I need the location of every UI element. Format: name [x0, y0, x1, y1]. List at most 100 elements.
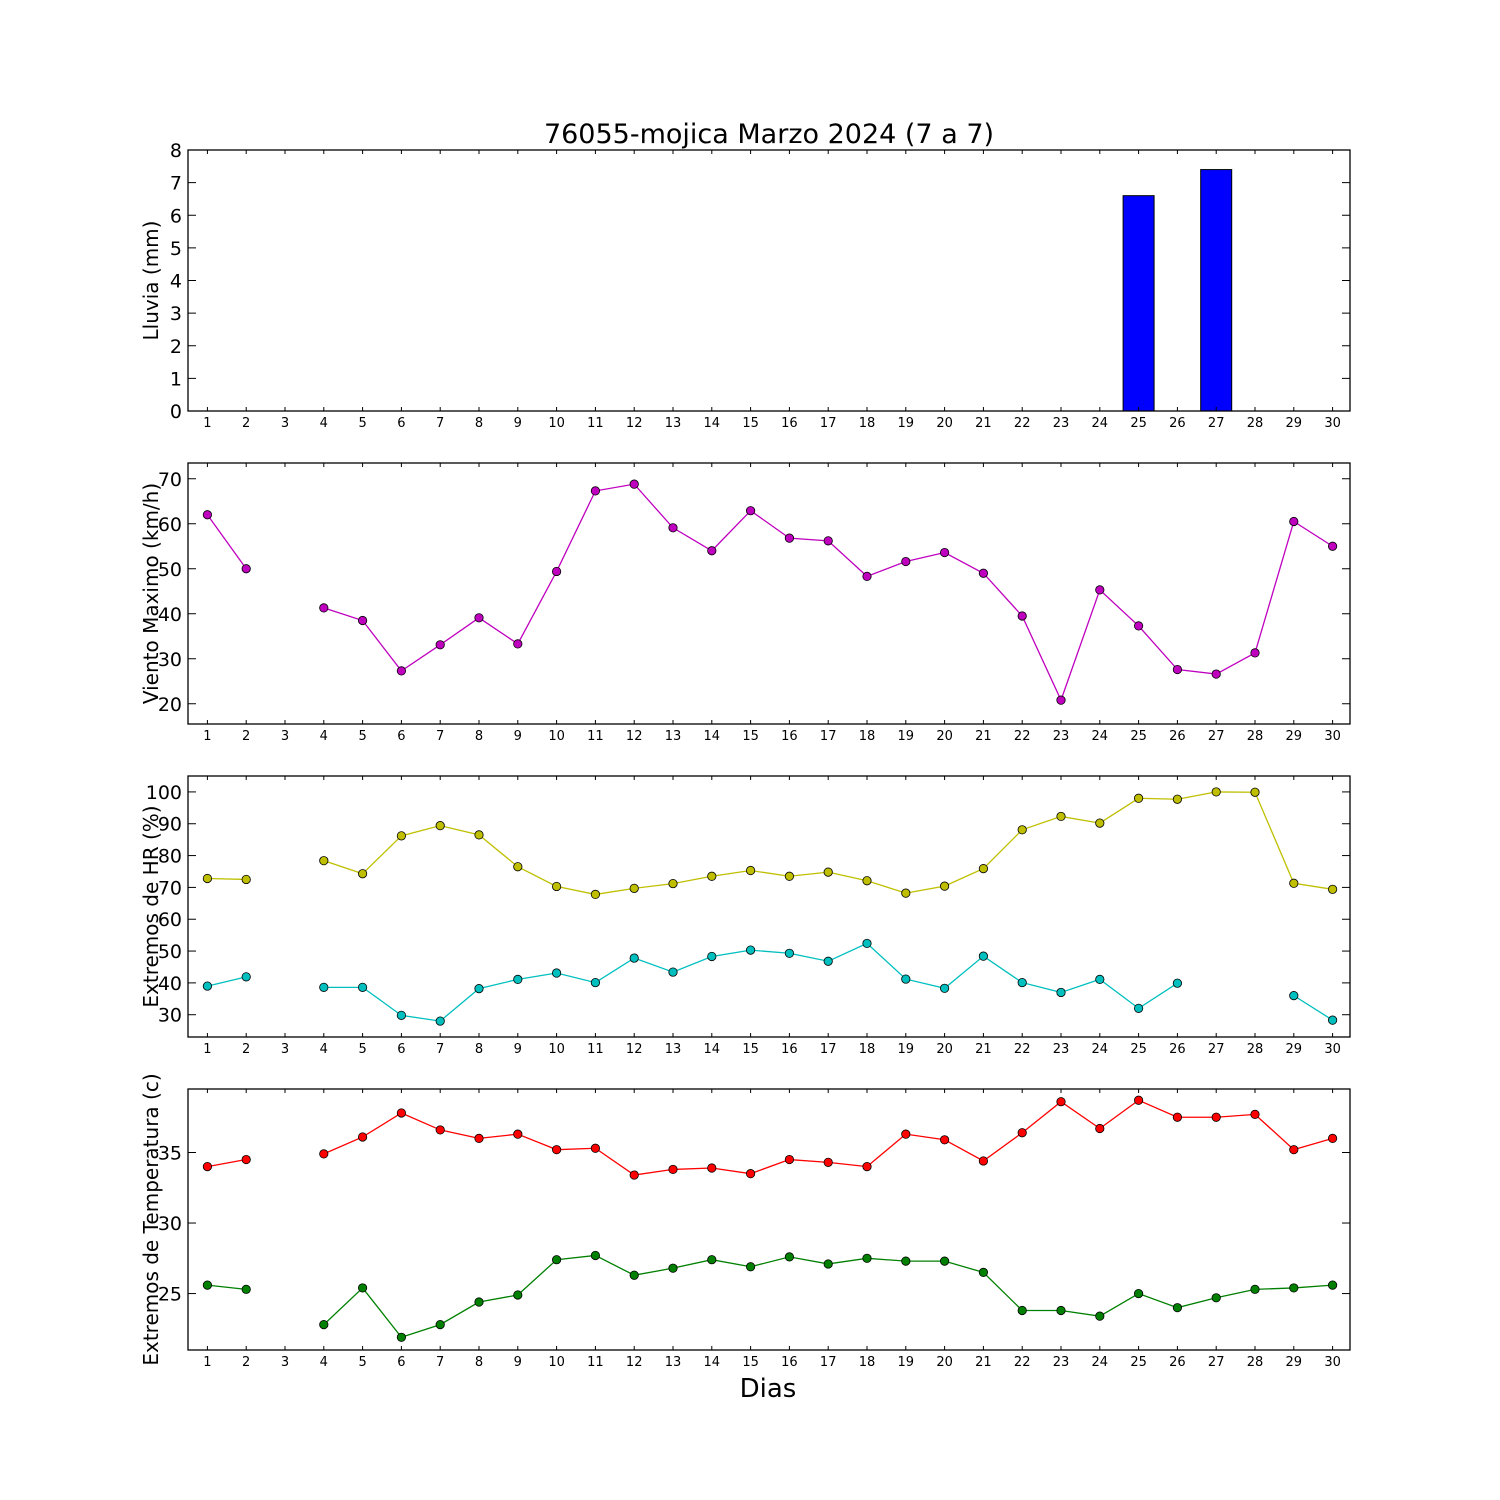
series-1-point-day-10	[551, 566, 562, 577]
series-2-point-day-1	[202, 981, 212, 991]
series-2-point-day-23	[1056, 987, 1066, 998]
y-tick-label: 2	[170, 336, 182, 358]
series-1-point-day-5	[357, 1132, 368, 1142]
x-tick-label: 27	[1208, 416, 1225, 431]
series-2-line-2	[323, 942, 1178, 1022]
y-tick-label: 100	[146, 782, 182, 804]
x-tick-label: 5	[358, 729, 366, 744]
series-1-point-day-1	[202, 510, 212, 520]
series-1-point-day-23	[1056, 1097, 1066, 1107]
x-tick-label: 7	[436, 1042, 444, 1057]
series-1-point-day-15	[745, 865, 756, 876]
y-tick-label: 30	[158, 1213, 182, 1235]
y-tick-label: 0	[170, 401, 182, 423]
series-2-point-day-7	[435, 1016, 445, 1026]
x-tick-label: 20	[936, 729, 953, 744]
series-1-line-1	[207, 1158, 247, 1168]
x-tick-label: 2	[242, 1042, 250, 1057]
chart-panel-1: 1 2 3 4 5 6 7 8 9 10 11 12 13 14 15 16 17 18 19 20 21 22 23 24 2…	[139, 140, 1351, 431]
y-tick-label: 70	[158, 469, 182, 491]
series-1-point-day-26	[1172, 794, 1183, 804]
x-tick-label: 25	[1130, 416, 1147, 431]
series-1-point-day-14	[707, 871, 717, 881]
plot-frame	[187, 149, 1351, 412]
series-2-point-day-2	[241, 972, 251, 982]
x-tick-label: 4	[320, 1355, 328, 1370]
series-2-point-day-8	[474, 1297, 484, 1307]
x-tick-label: 22	[1014, 1355, 1031, 1370]
series-2-point-day-24	[1095, 974, 1105, 984]
x-tick-label: 15	[742, 1355, 759, 1370]
x-tick-label: 17	[820, 729, 837, 744]
bar-day-25	[1122, 195, 1155, 412]
series-1-point-day-15	[745, 506, 756, 516]
series-2-point-day-26	[1172, 1303, 1183, 1313]
x-tick-label: 29	[1286, 729, 1303, 744]
series-2-point-day-20	[939, 1256, 950, 1266]
bar-day-27	[1200, 169, 1233, 412]
series-1-point-day-1	[202, 873, 212, 884]
series-1-point-day-1	[202, 1161, 212, 1172]
x-tick-label: 27	[1208, 1042, 1225, 1057]
series-1-point-day-23	[1056, 811, 1066, 822]
x-tick-label: 12	[626, 729, 643, 744]
x-tick-label: 18	[859, 1355, 876, 1370]
y-tick-label: 20	[158, 694, 182, 716]
series-2-point-day-14	[707, 1255, 717, 1265]
series-1-point-day-21	[978, 568, 989, 578]
series-1-point-day-9	[513, 639, 523, 649]
series-1-point-day-28	[1250, 648, 1260, 658]
x-tick-label: 2	[242, 1355, 250, 1370]
x-tick-label: 15	[742, 1042, 759, 1057]
series-2-point-day-17	[823, 956, 833, 966]
series-2-point-day-22	[1017, 1305, 1027, 1316]
series-2-point-day-28	[1250, 1284, 1260, 1294]
series-1-point-day-20	[939, 881, 950, 891]
y-tick-label: 1	[170, 368, 182, 390]
series-1-point-day-4	[319, 856, 329, 866]
x-tick-label: 29	[1286, 1355, 1303, 1370]
series-1-point-day-20	[939, 547, 950, 558]
series-2-point-day-21	[978, 951, 989, 961]
x-tick-label: 18	[859, 729, 876, 744]
x-tick-label: 26	[1169, 416, 1186, 431]
series-1-point-day-14	[707, 1163, 717, 1173]
x-tick-label: 25	[1130, 1355, 1147, 1370]
x-tick-label: 1	[203, 1355, 211, 1370]
x-tick-label: 26	[1169, 1042, 1186, 1057]
y-tick-label: 80	[158, 846, 182, 868]
plot-frame	[187, 462, 1351, 725]
y-tick-label: 50	[158, 559, 182, 581]
series-1-point-day-2	[241, 564, 251, 574]
x-tick-label: 19	[898, 416, 915, 431]
series-2-point-day-23	[1056, 1305, 1066, 1316]
series-2-point-day-21	[978, 1267, 989, 1278]
y-tick-label: 30	[158, 1005, 182, 1027]
series-2-point-day-24	[1095, 1311, 1105, 1321]
series-1-point-day-21	[978, 1156, 989, 1166]
x-tick-label: 3	[281, 1355, 289, 1370]
series-2-point-day-5	[357, 982, 368, 992]
x-tick-label: 23	[1053, 1042, 1070, 1057]
x-tick-label: 14	[704, 416, 721, 431]
x-tick-label: 11	[587, 1042, 604, 1057]
x-tick-label: 15	[742, 416, 759, 431]
y-tick-label: 6	[170, 205, 182, 227]
x-tick-label: 22	[1014, 1042, 1031, 1057]
x-tick-label: 7	[436, 416, 444, 431]
series-1-point-day-5	[357, 869, 368, 879]
series-1-point-day-30	[1328, 541, 1338, 551]
x-tick-label: 25	[1130, 1042, 1147, 1057]
y-tick-label: 5	[170, 238, 182, 260]
series-1-point-day-20	[939, 1135, 950, 1145]
series-1-point-day-7	[435, 1125, 445, 1135]
x-tick-label: 10	[548, 1042, 565, 1057]
series-2-point-day-17	[823, 1259, 833, 1269]
x-tick-label: 27	[1208, 1355, 1225, 1370]
x-tick-label: 3	[281, 1042, 289, 1057]
series-2-line-1	[207, 1284, 247, 1290]
x-tick-label: 27	[1208, 729, 1225, 744]
series-2-point-day-1	[202, 1280, 212, 1290]
x-tick-label: 3	[281, 729, 289, 744]
